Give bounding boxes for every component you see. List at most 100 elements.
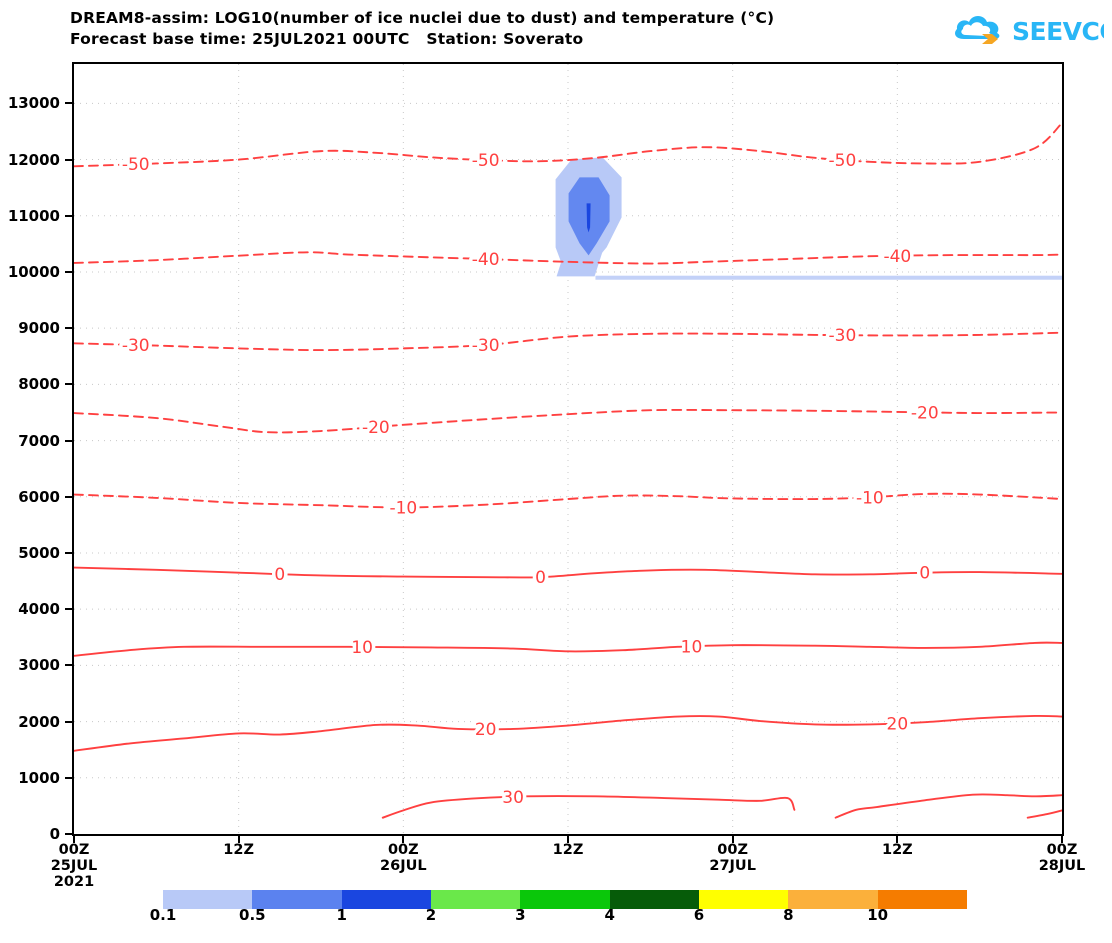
svg-text:-20: -20 xyxy=(362,418,390,438)
arrow-icon xyxy=(982,34,998,44)
svg-text:0: 0 xyxy=(919,564,930,584)
seevccc-logo: SEEVCCC xyxy=(952,9,1104,49)
y-axis-tick xyxy=(65,102,72,105)
x-axis-label: 12Z xyxy=(552,842,584,858)
colorbar-tick-label: 3 xyxy=(515,906,526,924)
colorbar-tick-label: 0.1 xyxy=(149,906,177,924)
svg-text:-30: -30 xyxy=(122,336,150,356)
x-axis-label: 00Z 26JUL xyxy=(380,842,427,874)
colorbar-swatch xyxy=(788,890,878,909)
y-axis-label: 10000 xyxy=(7,262,60,281)
x-axis-tick xyxy=(567,836,569,843)
x-axis-label: 00Z 28JUL xyxy=(1038,842,1086,874)
svg-text:-50: -50 xyxy=(472,151,500,171)
logo-wordmark: SEEVCCC xyxy=(1012,17,1104,46)
colorbar-swatch xyxy=(609,890,699,909)
svg-text:-20: -20 xyxy=(911,403,939,423)
y-axis-label: 9000 xyxy=(18,319,60,338)
svg-text:20: 20 xyxy=(475,720,497,740)
y-axis-label: 11000 xyxy=(7,206,60,225)
dust-plume xyxy=(555,157,1062,280)
colorbar-tick-label: 6 xyxy=(693,906,705,924)
svg-text:-50: -50 xyxy=(472,151,500,171)
svg-text:-10: -10 xyxy=(856,488,884,508)
svg-text:0: 0 xyxy=(274,565,285,585)
gridlines xyxy=(74,64,1062,834)
x-axis-tick xyxy=(1061,836,1063,843)
colorbar-tick-label: 1 xyxy=(336,906,347,924)
svg-text:-30: -30 xyxy=(829,326,857,346)
plot-graphics: -50-50 -50-50 -50-50-40-40 -40-40-30-30 -30-… xyxy=(74,64,1062,834)
svg-text:-40: -40 xyxy=(883,247,911,267)
y-axis-label: 6000 xyxy=(18,487,60,506)
chart-title: DREAM8-assim: LOG10(number of ice nuclei… xyxy=(70,9,775,27)
svg-text:0: 0 xyxy=(535,568,546,588)
svg-text:-10: -10 xyxy=(389,498,417,518)
isotherm-lines xyxy=(74,122,1062,819)
colorbar-tick-label: 0.5 xyxy=(239,906,266,924)
y-axis-tick xyxy=(65,551,72,554)
svg-text:20: 20 xyxy=(475,720,497,740)
svg-text:0: 0 xyxy=(535,568,546,588)
x-axis-label: 00Z 27JUL xyxy=(709,842,756,874)
svg-text:-30: -30 xyxy=(122,336,150,356)
svg-text:-30: -30 xyxy=(472,336,500,356)
svg-text:20: 20 xyxy=(887,714,909,734)
y-axis-label: 7000 xyxy=(18,431,60,450)
x-axis-label: 00Z 25JUL 2021 xyxy=(50,842,98,890)
svg-text:-40: -40 xyxy=(883,247,911,267)
x-axis-tick xyxy=(402,836,405,843)
x-axis-tick xyxy=(896,836,899,843)
colorbar-swatch xyxy=(698,890,789,909)
x-axis-tick xyxy=(73,836,75,843)
colorbar-tick-label: 8 xyxy=(783,906,794,924)
svg-text:-50: -50 xyxy=(122,155,150,175)
x-axis-label: 12Z xyxy=(881,842,913,858)
colorbar-swatch xyxy=(341,890,431,909)
y-axis-label: 8000 xyxy=(18,375,60,394)
x-axis-label: 12Z xyxy=(223,842,255,858)
svg-text:20: 20 xyxy=(887,714,909,734)
svg-text:-50: -50 xyxy=(829,151,857,171)
svg-text:30: 30 xyxy=(502,788,524,808)
y-axis-label: 0 xyxy=(49,825,60,843)
y-axis-label: 4000 xyxy=(18,600,60,619)
svg-text:10: 10 xyxy=(351,638,373,658)
y-axis-label: 1000 xyxy=(18,768,60,787)
svg-text:-10: -10 xyxy=(389,498,417,518)
svg-text:0: 0 xyxy=(919,564,930,584)
y-axis-tick xyxy=(65,776,72,779)
contour-plot: -50 -50 -50 -50 -50 -50 -40 -40 -40 -40 -30 -30 -30-… xyxy=(72,62,1064,836)
svg-text:-30: -30 xyxy=(829,326,857,346)
svg-text:10: 10 xyxy=(681,637,703,657)
colorbar-swatch xyxy=(430,890,521,909)
svg-text:0: 0 xyxy=(274,565,285,585)
colorbar-tick-label: 2 xyxy=(425,906,437,924)
y-axis-tick xyxy=(65,664,72,667)
chart-subtitle: Forecast base time: 25JUL2021 00UTC Stat… xyxy=(70,30,584,48)
chart-header: DREAM8-assim: LOG10(number of ice nuclei… xyxy=(70,8,970,50)
colorbar-swatch xyxy=(877,890,967,909)
colorbar xyxy=(163,890,967,909)
y-axis-tick xyxy=(65,158,72,161)
y-axis-tick xyxy=(65,608,72,611)
isotherm-labels: -50-50 -50-50 -50-50-40-40 -40-40-30-30 -30-… xyxy=(118,147,942,811)
svg-text:-10: -10 xyxy=(856,488,884,508)
svg-text:10: 10 xyxy=(351,638,373,658)
cloud-icon xyxy=(955,16,1000,39)
svg-text:-30: -30 xyxy=(472,336,500,356)
colorbar-tick-label: 4 xyxy=(604,906,615,924)
svg-text:30: 30 xyxy=(502,788,524,808)
svg-text:-40: -40 xyxy=(472,250,500,270)
y-axis-label: 2000 xyxy=(18,712,60,731)
svg-text:10: 10 xyxy=(681,637,703,657)
y-axis-tick xyxy=(65,833,72,835)
y-axis-tick xyxy=(65,270,72,273)
x-axis-tick xyxy=(237,836,240,843)
svg-text:-20: -20 xyxy=(362,418,390,438)
y-axis-tick xyxy=(65,327,72,330)
y-axis-tick xyxy=(65,439,72,442)
y-axis-tick xyxy=(65,720,72,723)
colorbar-swatch xyxy=(520,890,610,909)
svg-text:-50: -50 xyxy=(122,155,150,175)
